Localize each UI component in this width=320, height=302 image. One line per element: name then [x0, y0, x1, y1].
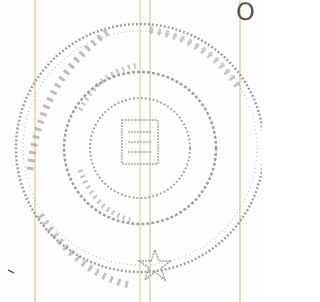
header-letter: O — [236, 0, 255, 26]
page: {"header": {"text": "O"}} O (() => { con… — [0, 0, 262, 302]
paper — [0, 0, 262, 302]
scan: O — [0, 0, 262, 302]
